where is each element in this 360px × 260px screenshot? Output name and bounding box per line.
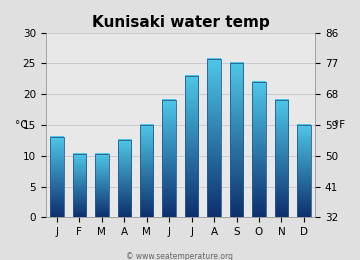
Bar [162,100,176,217]
Y-axis label: °F: °F [334,120,345,130]
Bar [117,140,131,217]
Bar [73,154,86,217]
Bar [95,154,108,217]
Bar [297,125,311,217]
Bar [252,82,266,217]
Bar [230,63,243,217]
Title: Kunisaki water temp: Kunisaki water temp [91,15,269,30]
Bar [140,125,153,217]
Text: © www.seatemperature.org: © www.seatemperature.org [126,252,234,260]
Bar [275,100,288,217]
Bar [207,59,221,217]
Y-axis label: °C: °C [15,120,28,130]
Bar [185,76,198,217]
Bar [50,137,64,217]
